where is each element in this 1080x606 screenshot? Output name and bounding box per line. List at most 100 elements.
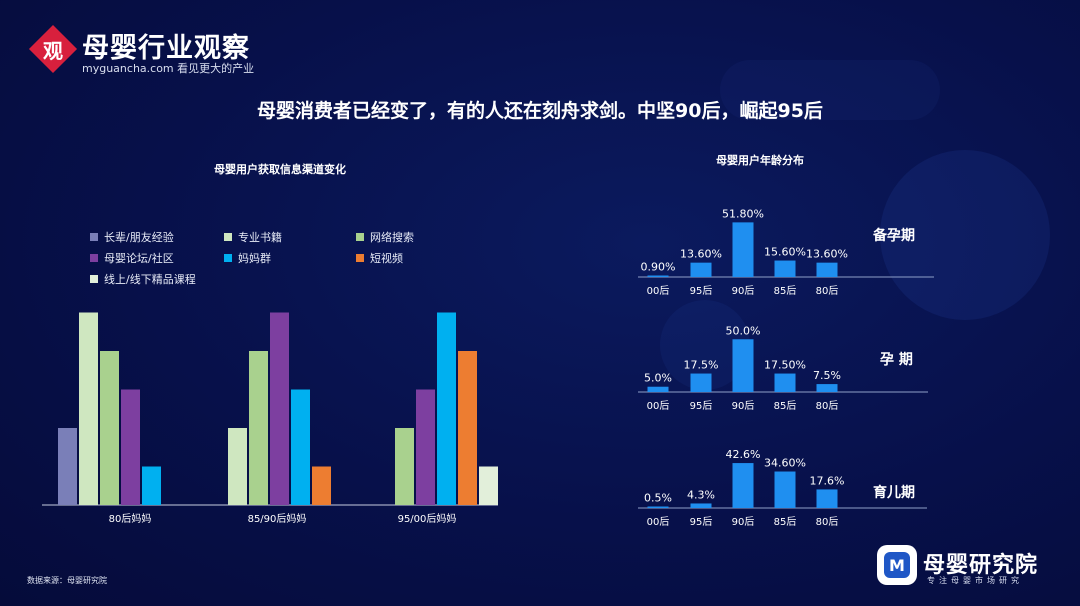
bar	[270, 312, 289, 505]
x-tick-label: 90后	[732, 400, 755, 412]
legend-item: 网络搜索	[356, 229, 414, 245]
bar	[228, 428, 247, 505]
bar	[312, 466, 331, 505]
brand-name: 母婴研究院	[923, 553, 1039, 578]
x-tick-label: 00后	[647, 285, 670, 297]
data-label: 4.3%	[687, 488, 715, 501]
data-source-note: 数据来源：母婴研究院	[27, 576, 107, 585]
bar	[816, 262, 838, 277]
legend-label: 专业书籍	[238, 231, 282, 244]
legend-item: 长辈/朋友经验	[90, 229, 174, 245]
bar	[647, 386, 669, 392]
bar	[100, 351, 119, 505]
bar	[58, 428, 77, 505]
legend-swatch	[356, 254, 364, 262]
data-label: 42.6%	[726, 448, 761, 461]
bar	[142, 466, 161, 505]
x-tick-label: 80后	[816, 400, 839, 412]
data-label: 0.90%	[641, 261, 676, 274]
data-label: 15.60%	[764, 246, 806, 259]
legend-label: 短视频	[370, 252, 403, 265]
data-label: 7.5%	[813, 369, 841, 382]
data-label: 17.6%	[810, 474, 845, 487]
data-label: 13.60%	[680, 248, 722, 261]
bar	[732, 339, 754, 392]
x-tick-label: 85后	[774, 285, 797, 297]
bar	[79, 312, 98, 505]
legend-item: 短视频	[356, 250, 403, 266]
bar	[774, 373, 796, 392]
bar	[732, 463, 754, 508]
legend-label: 长辈/朋友经验	[104, 231, 174, 244]
bar	[690, 373, 712, 392]
bar	[732, 222, 754, 277]
logo-title: 母婴行业观察	[82, 33, 250, 64]
x-tick-label: 85/90后妈妈	[248, 512, 307, 525]
bar	[291, 389, 310, 505]
right-chart-title: 母婴用户年龄分布	[716, 154, 804, 167]
x-tick-label: 80后	[816, 285, 839, 297]
x-tick-label: 85后	[774, 400, 797, 412]
site-logo: 观 母婴行业观察 myguancha.com 看见更大的产业	[28, 24, 320, 76]
x-tick-label: 80后	[816, 516, 839, 528]
background-circle-decoration	[880, 150, 1050, 320]
data-label: 17.5%	[684, 359, 719, 372]
bar	[816, 489, 838, 508]
stage-label: 备孕期	[872, 227, 915, 244]
x-tick-label: 00后	[647, 516, 670, 528]
x-tick-label: 95后	[690, 285, 713, 297]
legend-item: 妈妈群	[224, 250, 271, 266]
background-shape-decoration	[720, 60, 940, 120]
bar	[774, 260, 796, 277]
logo-subtitle: myguancha.com 看见更大的产业	[82, 62, 255, 75]
bar	[437, 312, 456, 505]
bar	[395, 428, 414, 505]
legend-label: 线上/线下精品课程	[104, 273, 196, 286]
legend-swatch	[224, 233, 232, 241]
legend-label: 网络搜索	[370, 231, 414, 244]
legend-item: 母婴论坛/社区	[90, 250, 174, 266]
bar	[121, 389, 140, 505]
x-tick-label: 95/00后妈妈	[398, 512, 457, 525]
x-tick-label: 90后	[732, 516, 755, 528]
data-label: 34.60%	[764, 457, 806, 470]
x-tick-label: 00后	[647, 400, 670, 412]
legend-swatch	[90, 233, 98, 241]
bar	[690, 262, 712, 277]
x-tick-label: 80后妈妈	[109, 512, 152, 525]
page-title: 母婴消费者已经变了，有的人还在刻舟求剑。中坚90后，崛起95后	[257, 100, 823, 122]
legend-swatch	[90, 254, 98, 262]
left-chart-title: 母婴用户获取信息渠道变化	[214, 163, 346, 176]
bar	[647, 275, 669, 277]
bar	[816, 384, 838, 392]
bar	[416, 389, 435, 505]
bar	[249, 351, 268, 505]
legend-swatch	[356, 233, 364, 241]
legend-label: 妈妈群	[238, 252, 271, 265]
data-label: 50.0%	[726, 324, 761, 337]
legend-swatch	[224, 254, 232, 262]
bar	[690, 503, 712, 508]
stage-label: 孕 期	[880, 352, 913, 368]
logo-char: 观	[43, 38, 63, 63]
x-tick-label: 95后	[690, 516, 713, 528]
legend-item: 线上/线下精品课程	[90, 271, 196, 287]
legend-label: 母婴论坛/社区	[104, 252, 174, 265]
brand-logo-icon: M	[877, 545, 917, 585]
brand-logo-char: M	[884, 552, 910, 578]
legend-swatch	[90, 275, 98, 283]
data-label: 5.0%	[644, 372, 672, 385]
bar	[479, 466, 498, 505]
brand-slogan: 专注母婴市场研究	[927, 576, 1023, 585]
bar	[774, 471, 796, 508]
bar	[647, 506, 669, 508]
data-label: 51.80%	[722, 207, 764, 220]
data-label: 17.50%	[764, 359, 806, 372]
stage-label: 育儿期	[873, 484, 915, 501]
x-tick-label: 90后	[732, 285, 755, 297]
brand-footer: M 母婴研究院 专注母婴市场研究	[877, 545, 1077, 590]
bar	[458, 351, 477, 505]
x-tick-label: 85后	[774, 516, 797, 528]
x-tick-label: 95后	[690, 400, 713, 412]
